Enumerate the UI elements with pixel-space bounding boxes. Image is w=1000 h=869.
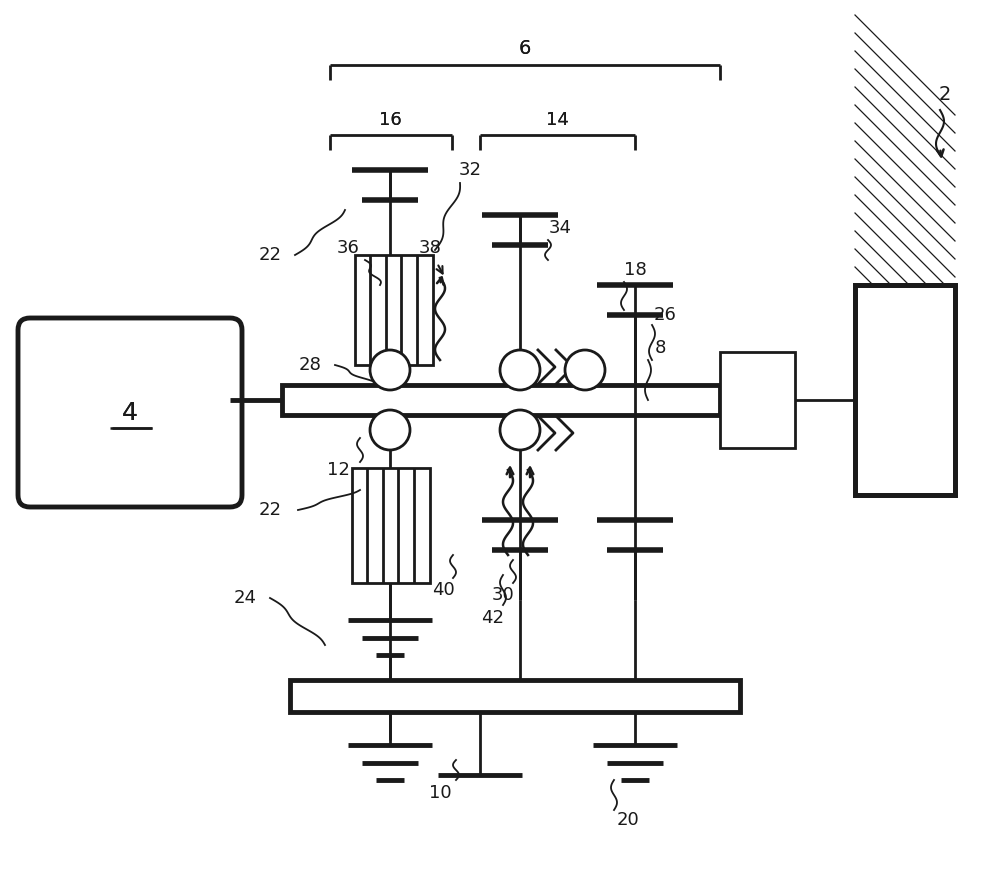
Circle shape <box>370 410 410 450</box>
Text: 30: 30 <box>492 586 514 604</box>
Circle shape <box>565 350 605 390</box>
Text: 22: 22 <box>258 246 282 264</box>
Text: 28: 28 <box>299 356 321 374</box>
Text: 2: 2 <box>939 85 951 104</box>
Bar <box>855 285 955 495</box>
Text: 42: 42 <box>482 609 505 627</box>
Bar <box>282 385 720 415</box>
Bar <box>855 285 955 495</box>
Bar <box>290 680 740 712</box>
Text: 4: 4 <box>122 401 138 425</box>
Text: 18: 18 <box>624 261 646 279</box>
Text: 8: 8 <box>654 339 666 357</box>
Text: 20: 20 <box>617 811 639 829</box>
Bar <box>720 352 795 448</box>
Circle shape <box>370 350 410 390</box>
Bar <box>355 255 433 365</box>
Text: 10: 10 <box>429 784 451 802</box>
FancyBboxPatch shape <box>18 318 242 507</box>
Circle shape <box>500 350 540 390</box>
Text: 40: 40 <box>432 581 454 599</box>
Text: 14: 14 <box>546 111 568 129</box>
Text: 16: 16 <box>379 111 401 129</box>
Circle shape <box>500 410 540 450</box>
Text: 24: 24 <box>234 589 256 607</box>
Text: 6: 6 <box>519 38 531 57</box>
Text: 14: 14 <box>546 111 568 129</box>
Text: 32: 32 <box>458 161 482 179</box>
Text: 22: 22 <box>258 501 282 519</box>
Text: 4: 4 <box>122 401 138 425</box>
Text: 36: 36 <box>337 239 359 257</box>
Text: 34: 34 <box>548 219 572 237</box>
Text: 12: 12 <box>327 461 349 479</box>
Text: 38: 38 <box>419 239 441 257</box>
Text: 26: 26 <box>654 306 676 324</box>
Bar <box>352 468 430 583</box>
Text: 6: 6 <box>519 38 531 57</box>
Text: 16: 16 <box>379 111 401 129</box>
